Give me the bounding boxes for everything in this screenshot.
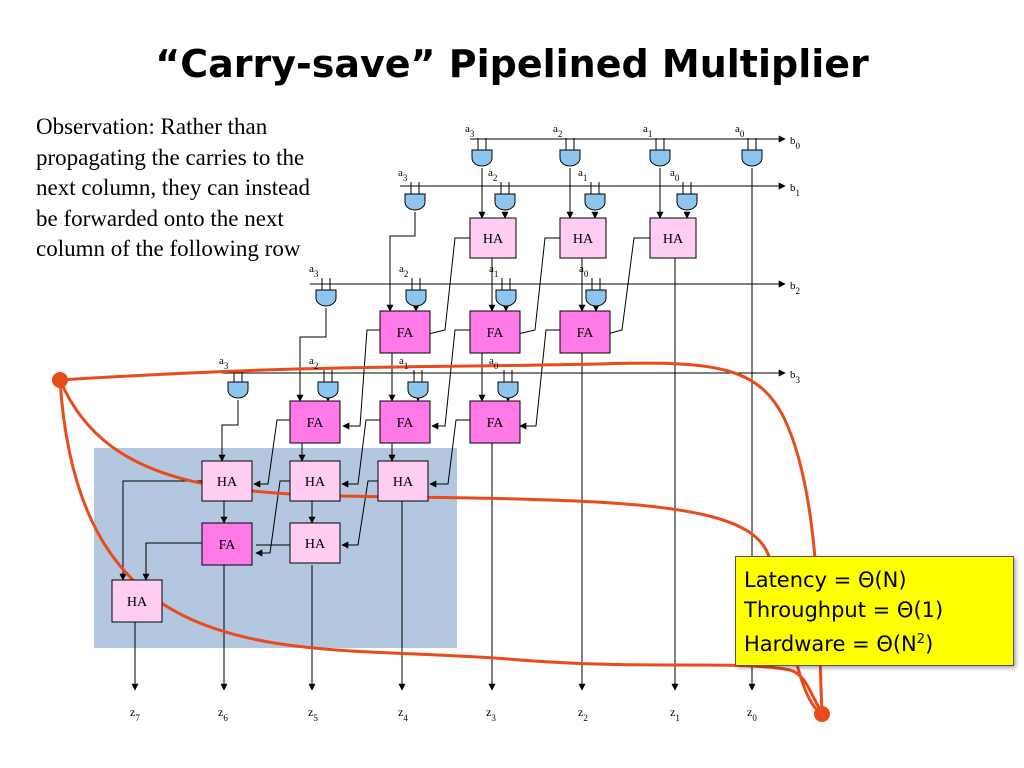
and-gate-r0c3 [741,149,763,167]
and-gate-r2c1 [405,289,427,307]
full-adder-r3c0 [289,400,341,444]
a-label-r3c2: a1 [399,355,408,371]
and-gate-r2c3 [585,289,607,307]
half-adder-r4c0-label: HA [217,475,238,490]
a-label-r1c2: a1 [578,167,587,183]
b-label-1: b1 [790,182,800,198]
a-label-r3c0: a3 [219,355,229,371]
and-gate-r0c2 [649,149,671,167]
b-label-2: b2 [790,280,800,296]
observation-text: Observation: Rather than propagating the… [36,114,311,261]
a-label-r2c0: a3 [309,263,319,279]
wire [341,480,378,549]
half-adder-r1c0 [469,217,517,259]
half-adder-r5 [289,522,341,564]
a-label-r2c3: a0 [579,263,589,279]
full-adder-r2c0-label: FA [397,326,415,341]
z-label-0: z7 [130,705,140,723]
full-adder-r2c2-label: FA [577,326,595,341]
full-adder-r3c0-label: FA [307,416,325,431]
a-label-r2c1: a2 [399,263,408,279]
half-adder-r4c2 [377,460,429,502]
a-label-r1c0: a3 [398,167,408,183]
wire [341,419,380,488]
and-gate-r2c0 [315,289,337,307]
a-label-r0c3: a0 [735,123,745,139]
full-adder-r3c1-label: FA [397,416,415,431]
hardware-text: Hardware = Θ(N2) [744,632,934,656]
full-adder-r2c2 [559,310,611,354]
a-label-r3c3: a0 [489,355,499,371]
wire [431,329,470,430]
a-label-r3c1: a2 [309,355,318,371]
wire [255,480,290,557]
and-gate-r1c2 [584,193,606,211]
a-label-r2c2: a1 [489,263,498,279]
and-gate-r1c3 [676,193,698,211]
slide-title: “Carry-save” Pipelined Multiplier [155,42,869,86]
wire [429,419,470,488]
z-label-2: z5 [308,705,318,723]
full-adder-r5-label: FA [219,538,237,553]
full-adder-r2c0 [379,310,431,354]
pipeline-start-dot [52,372,68,388]
and-gate-r3c1 [317,381,339,399]
wire [218,400,239,462]
half-adder-r5-label: HA [305,537,326,552]
z-label-7: z0 [747,705,757,723]
full-adder-r2c1 [469,310,521,354]
full-adder-r3c2 [469,400,521,444]
full-adder-r3c2-label: FA [487,416,505,431]
wire [142,542,202,581]
half-adder-r1c1-label: HA [573,232,594,247]
latency-text: Latency = Θ(N) [744,568,907,592]
a-label-r1c1: a2 [488,167,497,183]
a-label-r0c1: a2 [553,123,562,139]
half-adder-r4c1-label: HA [305,475,326,490]
b-label-3: b3 [790,369,801,385]
z-label-4: z3 [486,705,496,723]
and-gate-r3c3 [497,381,519,399]
a-label-r1c3: a0 [670,167,680,183]
z-label-3: z4 [398,705,408,723]
pipeline-end-dot [814,706,830,722]
half-adder-r6-label: HA [127,595,148,610]
and-gate-r0c0 [471,149,493,167]
a-label-r0c2: a1 [643,123,652,139]
a-label-r0c0: a3 [465,123,475,139]
and-gate-r2c2 [495,289,517,307]
throughput-text: Throughput = Θ(1) [744,598,944,622]
half-adder-r4c0 [201,460,253,502]
half-adder-r1c2 [649,217,697,259]
half-adder-r1c0-label: HA [483,232,504,247]
z-label-5: z2 [578,705,588,723]
full-adder-r2c1-label: FA [487,326,505,341]
and-gate-r3c0 [227,381,249,399]
wire [253,419,290,488]
z-label-1: z6 [218,705,228,723]
wire [342,329,380,430]
complexity-box: Latency = Θ(N) Throughput = Θ(1) Hardwar… [735,556,1014,666]
b-label-0: b0 [790,135,801,151]
and-gate-r1c1 [494,193,516,211]
pipeline-curve-3 [58,379,824,713]
half-adder-r6 [111,579,163,623]
and-gate-r3c2 [407,381,429,399]
half-adder-r1c1 [559,217,607,259]
and-gate-r1c0 [404,193,426,211]
full-adder-r3c1 [379,400,431,444]
and-gate-r0c1 [559,149,581,167]
full-adder-r5 [201,522,253,566]
half-adder-r4c2-label: HA [393,475,414,490]
wire [386,212,416,312]
z-label-6: z1 [670,705,680,723]
half-adder-r1c2-label: HA [663,232,684,247]
half-adder-r4c1 [289,460,341,502]
wire [519,329,560,430]
wire [119,480,202,581]
